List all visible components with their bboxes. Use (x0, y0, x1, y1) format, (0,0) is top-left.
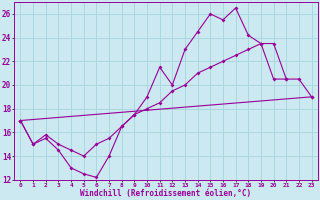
X-axis label: Windchill (Refroidissement éolien,°C): Windchill (Refroidissement éolien,°C) (80, 189, 252, 198)
